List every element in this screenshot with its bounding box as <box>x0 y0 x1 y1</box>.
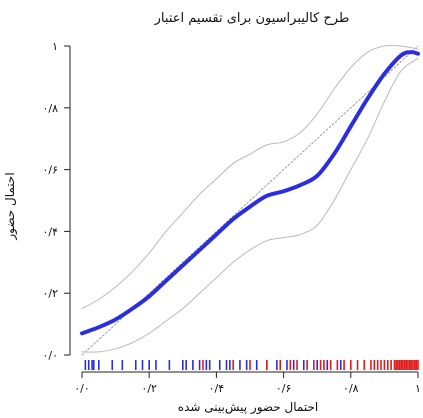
calibration-curve <box>80 50 420 336</box>
plot-area <box>80 44 420 370</box>
x-tick-label: ۰/۲ <box>141 382 157 395</box>
x-axis: ۰/۰ ۰/۲ ۰/۴ ۰/۶ ۰/۸ ۱ <box>74 371 421 395</box>
x-tick-label: ۰/۴ <box>209 382 225 395</box>
y-axis: ۰/۰ ۰/۲ ۰/۴ ۰/۶ ۰/۸ ۱ <box>42 40 71 362</box>
y-tick-label: ۱ <box>52 40 58 53</box>
upper-confidence-band <box>81 44 419 310</box>
x-axis-label: احتمال حضور پیش‌بینی شده <box>178 400 318 415</box>
y-tick-label: ۰/۲ <box>42 287 58 300</box>
x-tick-label: ۰/۰ <box>74 382 90 395</box>
y-tick-label: ۰/۸ <box>42 102 58 115</box>
y-tick-label: ۰/۴ <box>42 225 58 238</box>
y-tick-label: ۰/۰ <box>42 349 58 362</box>
x-tick-label: ۰/۸ <box>343 382 359 395</box>
chart-title: طرح کالیبراسیون برای تقسیم اعتبار <box>154 11 350 26</box>
y-axis-label: احتمال حضور <box>3 172 18 240</box>
x-tick-label: ۱ <box>415 382 421 395</box>
lower-confidence-band <box>81 57 419 353</box>
x-tick-label: ۰/۶ <box>276 382 292 395</box>
y-tick-label: ۰/۶ <box>42 164 58 177</box>
